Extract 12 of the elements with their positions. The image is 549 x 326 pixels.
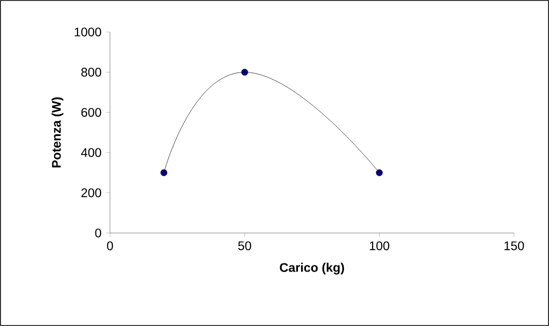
x-tick-label: 50 xyxy=(238,241,252,250)
y-tick-label: 600 xyxy=(81,108,102,117)
y-tick-label: 0 xyxy=(95,228,102,238)
x-tick-label: 0 xyxy=(107,241,113,250)
x-tick-label: 150 xyxy=(504,241,524,250)
y-tick-label: 1000 xyxy=(74,28,102,36)
x-axis-title: Carico (kg) xyxy=(280,262,344,274)
y-tick-label: 200 xyxy=(81,188,102,198)
y-tick-label: 800 xyxy=(81,68,102,77)
y-tick-label: 400 xyxy=(81,148,102,158)
x-tick-label: 100 xyxy=(370,241,390,250)
y-axis-title: Potenza (W) xyxy=(52,97,64,168)
